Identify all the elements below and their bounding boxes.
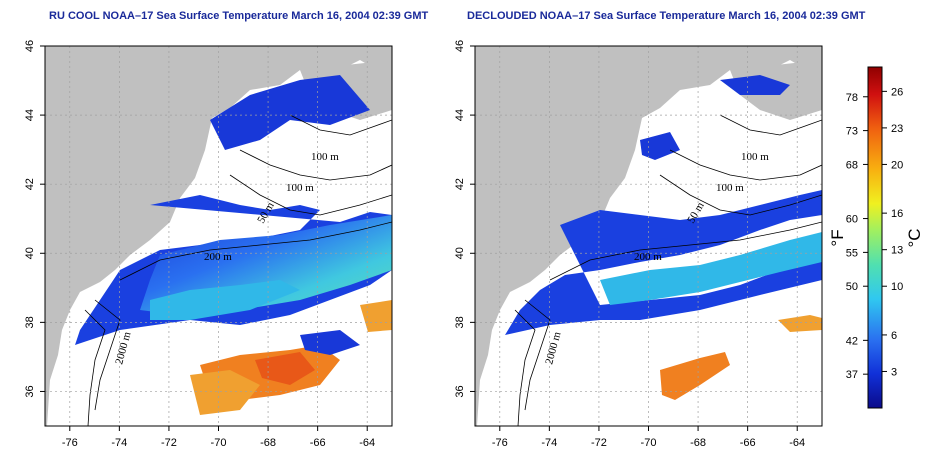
celsius-tick-label: 10 [891,281,903,293]
contour-label: 100 m [741,151,769,163]
fahrenheit-unit-label: °F [828,229,847,246]
fahrenheit-tick-label: 55 [846,247,858,259]
y-tick-label: 36 [454,385,466,397]
y-tick-label: 42 [454,178,466,190]
celsius-tick-label: 13 [891,245,903,257]
celsius-tick-label: 23 [891,123,903,135]
celsius-tick-label: 20 [891,159,903,171]
x-tick-label: -66 [740,437,756,449]
celsius-tick-label: 16 [891,208,903,220]
celsius-tick-label: 3 [891,366,897,378]
y-tick-label: 46 [24,40,36,52]
contour-label: 200 m [204,251,232,263]
panel-title-declouded: DECLOUDED NOAA–17 Sea Surface Temperatur… [467,10,866,22]
contour-label: 200 m [634,251,662,263]
x-tick-label: -74 [541,437,557,449]
panel-title-raw: RU COOL NOAA–17 Sea Surface Temperature … [49,10,429,22]
x-tick-label: -64 [359,437,375,449]
x-tick-label: -68 [690,437,706,449]
x-tick-label: -76 [492,437,508,449]
x-tick-label: -74 [111,437,127,449]
contour-label: 100 m [716,182,744,194]
x-tick-label: -72 [591,437,607,449]
fahrenheit-tick-label: 73 [846,126,858,138]
y-tick-label: 46 [454,40,466,52]
x-tick-label: -70 [211,437,227,449]
x-tick-label: -64 [789,437,805,449]
contour-label: 100 m [311,151,339,163]
x-tick-label: -66 [310,437,326,449]
fahrenheit-tick-label: 37 [846,369,858,381]
y-tick-label: 40 [24,247,36,259]
fahrenheit-tick-label: 60 [846,214,858,226]
map-gridlines [45,46,392,426]
y-tick-label: 42 [24,178,36,190]
y-tick-label: 38 [24,316,36,328]
x-tick-label: -68 [260,437,276,449]
land-mass [45,46,392,426]
map-gridlines [475,46,822,426]
x-tick-label: -72 [161,437,177,449]
fahrenheit-tick-label: 50 [846,281,858,293]
fahrenheit-tick-label: 42 [846,335,858,347]
y-tick-label: 36 [24,385,36,397]
y-tick-label: 38 [454,316,466,328]
celsius-unit-label: °C [905,228,924,247]
fahrenheit-tick-label: 68 [846,159,858,171]
colorbar-ramp [867,66,883,409]
contour-label: 100 m [286,182,314,194]
x-tick-label: -70 [641,437,657,449]
y-tick-label: 44 [24,109,36,121]
x-tick-label: -76 [62,437,78,449]
fahrenheit-tick-label: 78 [846,92,858,104]
y-tick-label: 44 [454,109,466,121]
celsius-tick-label: 26 [891,86,903,98]
temperature-colorbar: 78 73 68 60 55 50 42 37 26 23 20 16 13 10 6 3 °F °C [828,66,924,409]
land-mass [475,46,822,426]
celsius-tick-label: 6 [891,330,897,342]
y-tick-label: 40 [454,247,466,259]
